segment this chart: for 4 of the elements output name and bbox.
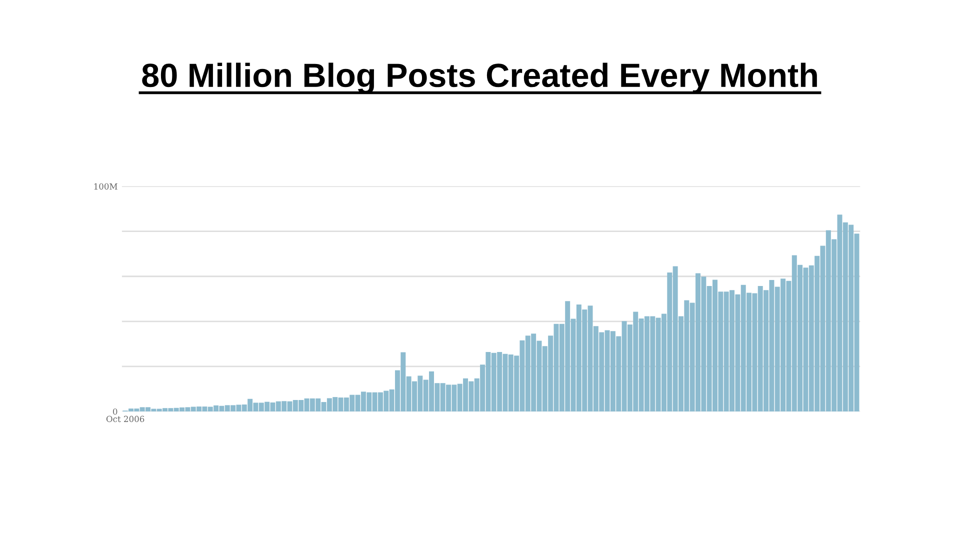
- x-tick-label: Oct 2006: [106, 416, 144, 422]
- chart-title: 80 Million Blog Posts Created Every Month: [142, 62, 817, 94]
- y-tick-label: 0: [113, 408, 118, 415]
- y-tick-label: 100M: [94, 183, 118, 190]
